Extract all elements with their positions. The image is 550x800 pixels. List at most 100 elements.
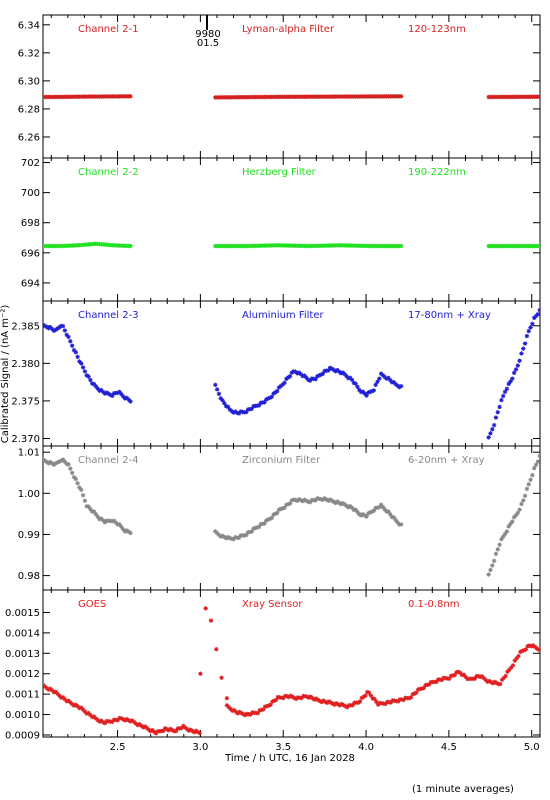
data-point: [298, 498, 304, 503]
data-point: [292, 695, 297, 701]
data-point: [48, 686, 53, 691]
data-point: [306, 695, 312, 700]
data-point: [344, 705, 350, 710]
data-point: [537, 243, 540, 249]
data-point: [355, 700, 361, 705]
data-point: [68, 466, 73, 471]
data-point: [99, 516, 104, 521]
data-point: [275, 388, 280, 394]
data-point: [46, 325, 51, 331]
data-point: [501, 534, 506, 539]
data-point: [304, 375, 309, 380]
data-point: [233, 709, 239, 715]
data-point: [49, 461, 55, 466]
data-point: [388, 512, 393, 517]
data-point: [86, 374, 91, 379]
data-point: [368, 693, 374, 698]
data-point: [502, 389, 508, 395]
data-point: [284, 694, 290, 699]
data-point: [507, 667, 512, 672]
data-point: [530, 321, 535, 327]
data-point: [241, 711, 246, 717]
data-point: [198, 671, 203, 676]
data-point: [93, 511, 99, 517]
data-point: [366, 690, 372, 695]
data-point: [49, 688, 55, 693]
data-point: [386, 375, 391, 381]
data-point: [335, 499, 340, 504]
data-point: [102, 721, 108, 726]
data-point: [100, 389, 106, 395]
data-point: [326, 699, 332, 704]
data-point: [410, 692, 415, 697]
data-point: [382, 507, 387, 512]
data-point: [66, 698, 71, 703]
data-point: [491, 422, 497, 428]
data-point: [486, 572, 491, 577]
data-point: [393, 517, 398, 523]
data-point: [151, 729, 157, 734]
data-point: [119, 716, 124, 721]
data-point: [179, 725, 184, 731]
data-point: [532, 315, 537, 320]
data-point: [488, 680, 494, 685]
y-tick-label: 6.32: [18, 48, 40, 59]
data-point: [302, 497, 307, 502]
x-tick-label: 5.0: [524, 742, 540, 753]
data-point: [533, 313, 539, 319]
data-point: [266, 703, 272, 708]
data-point: [80, 493, 86, 498]
data-point: [99, 387, 104, 393]
data-point: [137, 722, 142, 727]
data-point: [477, 674, 483, 680]
y-tick-label: 2.370: [11, 434, 40, 445]
data-point: [102, 520, 108, 525]
marker-label: 01.5: [197, 38, 219, 49]
data-point: [349, 505, 355, 510]
data-point: [110, 393, 115, 399]
data-point: [276, 385, 282, 390]
data-point: [317, 698, 323, 704]
data-point: [214, 647, 219, 652]
data-point: [115, 718, 120, 723]
data-point: [288, 693, 293, 698]
data-point: [512, 658, 518, 663]
data-point: [350, 703, 355, 708]
data-point: [69, 701, 75, 707]
data-point: [238, 409, 244, 414]
data-point: [331, 367, 336, 373]
data-point: [88, 506, 93, 512]
data-point: [66, 462, 71, 467]
data-point: [262, 521, 267, 526]
data-point: [537, 94, 540, 99]
data-point: [499, 397, 504, 403]
data-point: [488, 567, 493, 573]
data-point: [504, 529, 510, 534]
data-point: [117, 522, 122, 527]
data-point: [75, 354, 80, 360]
data-point: [528, 325, 533, 330]
data-point: [339, 701, 344, 707]
data-point: [377, 376, 382, 381]
y-tick-label: 0.98: [18, 571, 40, 582]
data-point: [219, 675, 224, 680]
data-point: [362, 391, 367, 396]
y-tick-label: 2.380: [11, 359, 40, 370]
data-point: [380, 373, 386, 378]
data-point: [371, 388, 377, 393]
x-axis-label: Time / h UTC, 16 Jan 2028: [224, 753, 355, 764]
data-point: [501, 675, 507, 681]
data-point: [216, 391, 222, 397]
data-point: [421, 685, 426, 691]
data-point: [349, 377, 355, 382]
panel-band-label: 17-80nm + Xray: [408, 310, 491, 321]
data-point: [231, 410, 236, 415]
data-point: [273, 697, 279, 703]
data-point: [275, 510, 280, 516]
data-point: [499, 537, 504, 542]
data-point: [308, 694, 313, 699]
data-point: [516, 653, 521, 659]
data-point: [510, 663, 516, 668]
data-point: [491, 558, 497, 564]
data-point: [493, 415, 499, 420]
